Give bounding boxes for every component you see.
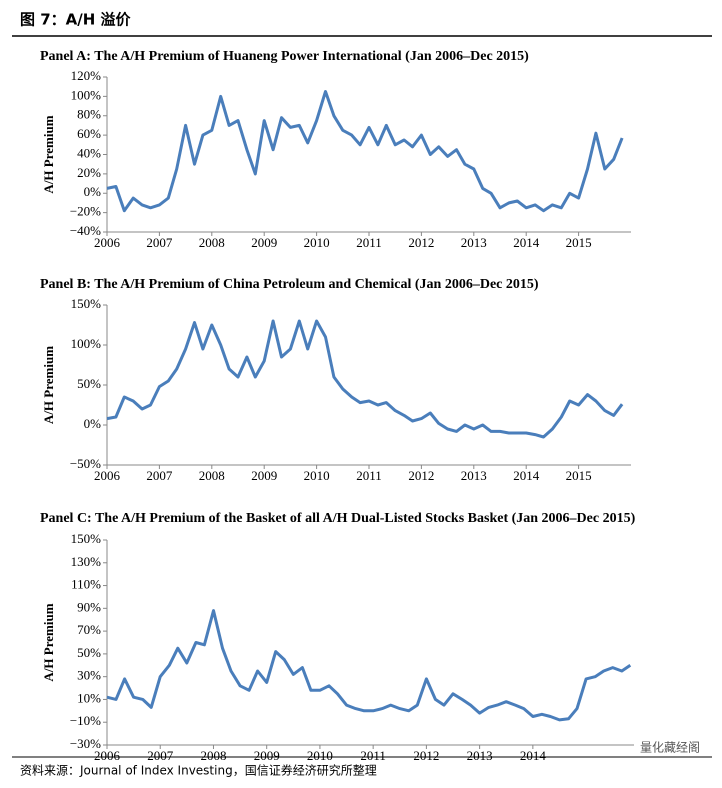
- y-tick-label: 50%: [77, 645, 101, 660]
- x-tick-label: 2012: [408, 235, 434, 250]
- watermark: 量化藏经阁: [640, 741, 700, 755]
- x-tick-label: 2015: [566, 235, 592, 250]
- x-tick-label: 2015: [566, 468, 592, 483]
- y-axis-label: A/H Premium: [41, 346, 56, 424]
- x-tick-label: 2006: [94, 235, 121, 250]
- series-line: [106, 319, 624, 439]
- panel-title: Panel A: The A/H Premium of Huaneng Powe…: [40, 49, 529, 64]
- x-tick-label: 2013: [461, 468, 487, 483]
- y-tick-label: 90%: [77, 599, 101, 614]
- y-tick-label: 150%: [71, 531, 102, 546]
- x-tick-label: 2014: [520, 748, 547, 763]
- x-tick-label: 2008: [199, 468, 225, 483]
- y-tick-label: −40%: [70, 223, 101, 238]
- x-tick-label: 2007: [146, 235, 173, 250]
- y-tick-label: −20%: [70, 204, 101, 219]
- x-tick-label: 2014: [513, 235, 540, 250]
- x-tick-label: 2011: [356, 235, 382, 250]
- y-tick-label: 0%: [84, 184, 102, 199]
- x-tick-label: 2010: [304, 468, 330, 483]
- x-tick-label: 2011: [356, 468, 382, 483]
- y-tick-label: 50%: [77, 376, 101, 391]
- panel-title: Panel B: The A/H Premium of China Petrol…: [40, 277, 539, 292]
- y-tick-label: 60%: [77, 126, 101, 141]
- x-tick-label: 2012: [408, 468, 434, 483]
- source: 资料来源：Journal of Index Investing，国信证券经济研究…: [20, 763, 377, 778]
- y-tick-label: 20%: [77, 165, 101, 180]
- x-tick-label: 2013: [461, 235, 487, 250]
- y-tick-label: 80%: [77, 107, 101, 122]
- x-tick-label: 2008: [199, 235, 225, 250]
- y-tick-label: −30%: [70, 736, 101, 751]
- x-tick-label: 2013: [467, 748, 493, 763]
- y-tick-label: −50%: [70, 456, 101, 471]
- y-tick-label: 120%: [71, 68, 102, 83]
- x-tick-label: 2009: [251, 468, 277, 483]
- x-tick-label: 2011: [360, 748, 386, 763]
- x-tick-label: 2009: [254, 748, 280, 763]
- x-tick-label: 2010: [304, 235, 330, 250]
- y-tick-label: 150%: [71, 296, 102, 311]
- y-tick-label: 130%: [71, 554, 102, 569]
- y-tick-label: 0%: [84, 416, 102, 431]
- y-tick-label: 40%: [77, 145, 101, 160]
- panel-title: Panel C: The A/H Premium of the Basket o…: [40, 511, 636, 526]
- figure-title: 图 7：A/H 溢价: [20, 11, 132, 29]
- series-line: [106, 90, 624, 213]
- y-tick-label: 10%: [77, 690, 101, 705]
- y-tick-label: 70%: [77, 622, 101, 637]
- x-tick-label: 2008: [200, 748, 226, 763]
- x-tick-label: 2014: [513, 468, 540, 483]
- x-tick-label: 2006: [94, 748, 121, 763]
- x-tick-label: 2009: [251, 235, 277, 250]
- x-tick-label: 2006: [94, 468, 121, 483]
- y-axis-label: A/H Premium: [41, 115, 56, 193]
- y-tick-label: 100%: [71, 336, 102, 351]
- series-line: [106, 609, 632, 722]
- y-tick-label: 30%: [77, 668, 101, 683]
- y-tick-label: −10%: [70, 713, 101, 728]
- y-axis-label: A/H Premium: [41, 603, 56, 681]
- y-tick-label: 110%: [71, 577, 101, 592]
- x-tick-label: 2007: [146, 468, 173, 483]
- x-tick-label: 2010: [307, 748, 333, 763]
- x-tick-label: 2012: [413, 748, 439, 763]
- x-tick-label: 2007: [147, 748, 174, 763]
- y-tick-label: 100%: [71, 87, 102, 102]
